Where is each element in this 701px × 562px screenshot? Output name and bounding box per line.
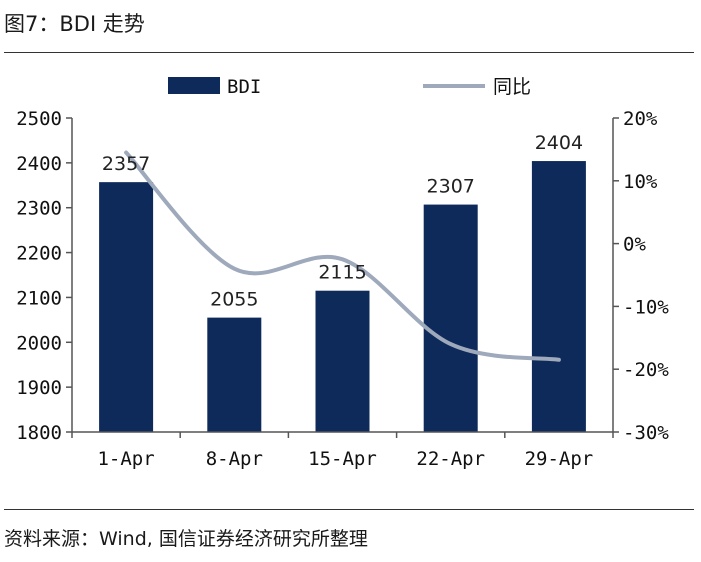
data-label: 2404 <box>535 132 583 154</box>
left-tick-label: 2300 <box>16 198 62 220</box>
legend-swatch-bdi <box>168 77 220 94</box>
right-tick-label: -20% <box>623 359 669 381</box>
data-label: 2357 <box>102 153 150 175</box>
bar-22-Apr <box>423 204 478 432</box>
legend-label-yoy: 同比 <box>493 76 531 98</box>
bar-1-Apr <box>99 182 154 432</box>
right-tick-label: -10% <box>623 296 669 318</box>
line-series-yoy <box>124 150 561 362</box>
x-tick-label: 22-Apr <box>416 448 485 470</box>
yoy-line <box>124 150 561 362</box>
data-label: 2055 <box>210 289 258 311</box>
x-tick-label: 1-Apr <box>97 448 154 470</box>
footer-rule <box>4 509 694 510</box>
data-label: 2307 <box>427 176 475 198</box>
right-tick-label: -30% <box>623 422 669 444</box>
legend: BDI 同比 <box>168 76 531 98</box>
left-tick-label: 2200 <box>16 243 62 265</box>
data-label: 2115 <box>318 262 366 284</box>
right-tick-label: 10% <box>623 171 658 193</box>
figure-title: 图7：BDI 走势 <box>4 12 145 36</box>
bar-29-Apr <box>531 161 586 432</box>
left-tick-label: 2100 <box>16 287 62 309</box>
left-tick-label: 2500 <box>16 108 62 130</box>
right-tick-label: 0% <box>623 234 646 256</box>
left-tick-label: 2400 <box>16 153 62 175</box>
bar-15-Apr <box>315 290 370 432</box>
right-tick-label: 20% <box>623 108 658 130</box>
bar-series-bdi <box>99 161 586 432</box>
x-tick-label: 8-Apr <box>206 448 263 470</box>
left-tick-label: 1900 <box>16 377 62 399</box>
x-tick-label: 15-Apr <box>308 448 377 470</box>
legend-label-bdi: BDI <box>227 76 261 98</box>
title-rule <box>4 52 694 53</box>
data-labels: 2357 2055 2115 2307 2404 <box>102 132 583 311</box>
left-tick-label: 1800 <box>16 422 62 444</box>
source-note: 资料来源：Wind, 国信证券经济研究所整理 <box>4 528 368 550</box>
axes: 1800 1900 2000 2100 2200 2300 2400 2500 -30% -20%… <box>16 108 669 470</box>
x-tick-label: 29-Apr <box>525 448 594 470</box>
bar-8-Apr <box>207 317 262 432</box>
left-tick-label: 2000 <box>16 332 62 354</box>
